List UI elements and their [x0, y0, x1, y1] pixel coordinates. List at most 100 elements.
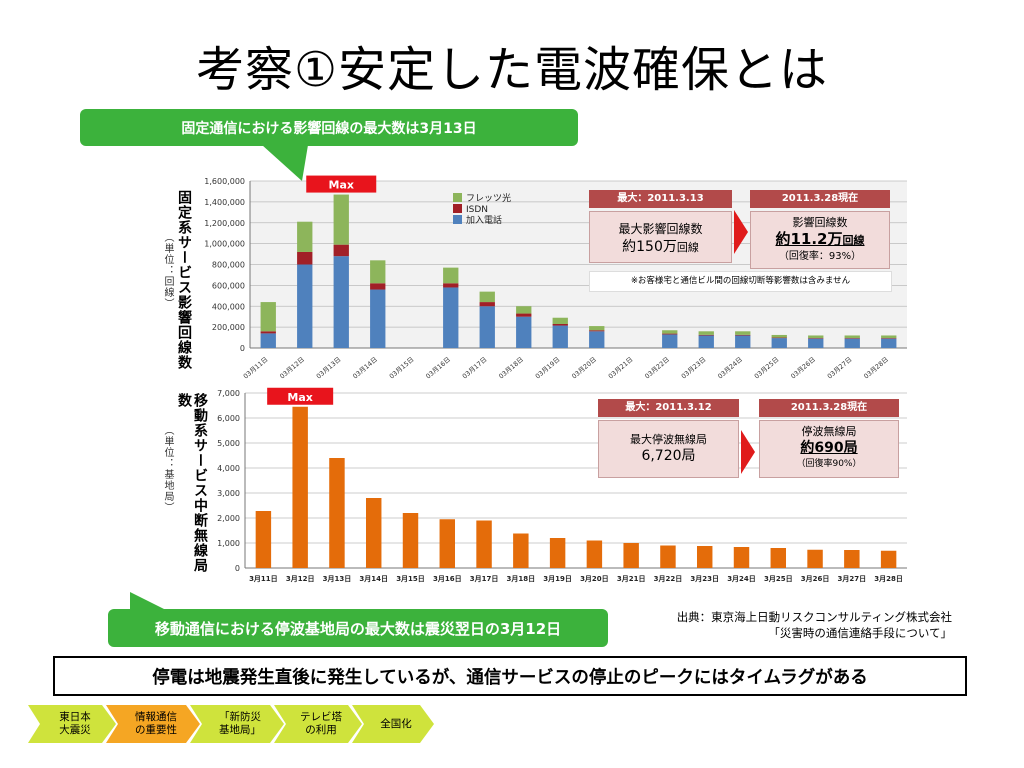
- bar-segment: [771, 338, 787, 348]
- conclusion-text: 停電は地震発生直後に発生しているが、通信サービスの停止のピークにはタイムラグがあ…: [152, 667, 868, 688]
- bar-segment: [552, 325, 568, 348]
- nav-step-3-shape: [190, 705, 284, 743]
- bar-segment: [662, 333, 678, 335]
- chart2-box-right-line3: （回復率90%）: [796, 459, 862, 469]
- bar-segment: [516, 306, 532, 314]
- x-tick-label: 03月23日: [680, 355, 708, 380]
- bar-segment: [881, 335, 897, 339]
- source-citation: 出典：東京海上日動リスクコンサルティング株式会社 「災害時の通信連絡手段について…: [636, 609, 952, 641]
- nav-step-2-label: 情報通信 の重要性: [135, 711, 177, 736]
- x-tick-label: 3月17日: [470, 575, 499, 583]
- x-tick-label: 03月27日: [826, 355, 854, 380]
- x-tick-label: 3月21日: [617, 575, 646, 583]
- bar-segment: [476, 520, 492, 568]
- bar-segment: [479, 306, 495, 348]
- x-tick-label: 3月22日: [654, 575, 683, 583]
- bar-segment: [516, 316, 532, 348]
- chart1-box-right-line3: （回復率：93%）: [778, 251, 862, 262]
- chart1-box-left-body: 最大影響回線数 約150万回線: [589, 211, 732, 263]
- nav-step-4[interactable]: テレビ塔 の利用: [274, 705, 362, 743]
- chart1-box-right-unit: 回線: [842, 234, 865, 247]
- nav-step-5-shape: [352, 705, 434, 743]
- y-tick-label: 400,000: [212, 302, 245, 311]
- nav-step-1-shape: [28, 705, 116, 743]
- y-tick-label: 4,000: [217, 464, 240, 473]
- nav-step-3-label: 「新防災 基地局」: [219, 711, 261, 736]
- x-tick-label: 3月11日: [249, 575, 278, 583]
- bar-segment: [516, 313, 532, 317]
- chart2-box-right-line1: 停波無線局: [801, 425, 857, 438]
- callout-bottom-tail: [130, 592, 170, 612]
- y-tick-label: 1,400,000: [204, 198, 245, 207]
- chart1-box-right-line2: 約11.2万: [775, 230, 843, 248]
- chart1-box-right-line1: 影響回線数: [792, 216, 848, 229]
- bar-segment: [370, 283, 386, 290]
- x-tick-label: 03月17日: [461, 355, 489, 380]
- nav-step-4-label: テレビ塔 の利用: [300, 711, 342, 736]
- x-tick-label: 3月24日: [727, 575, 756, 583]
- nav-step-1[interactable]: 東日本 大震災: [28, 705, 116, 743]
- bar-segment: [586, 540, 603, 568]
- x-tick-label: 3月18日: [507, 575, 536, 583]
- conclusion-box: 停電は地震発生直後に発生しているが、通信サービスの停止のピークにはタイムラグがあ…: [53, 656, 967, 696]
- bar-segment: [479, 302, 495, 307]
- y-tick-label: 0: [240, 344, 245, 353]
- x-tick-label: 03月14日: [351, 355, 379, 380]
- bar-segment: [439, 519, 456, 568]
- bar-segment: [370, 260, 386, 284]
- nav-step-5-label: 全国化: [380, 717, 412, 730]
- nav-step-2[interactable]: 情報通信 の重要性: [106, 705, 200, 743]
- chart1-box-left-unit: 回線: [676, 241, 699, 254]
- chart1-box-left-head: 最大：2011.3.13: [589, 190, 732, 208]
- bar-segment: [698, 335, 714, 348]
- bar-segment: [297, 221, 313, 252]
- bar-segment: [589, 330, 605, 332]
- chart1-box-left: 最大：2011.3.13 最大影響回線数 約150万回線: [589, 190, 732, 263]
- y-tick-label: 200,000: [212, 323, 245, 332]
- x-tick-label: 3月15日: [396, 575, 425, 583]
- x-tick-label: 3月16日: [433, 575, 462, 583]
- x-tick-label: 3月14日: [359, 575, 388, 583]
- x-tick-label: 03月26日: [789, 355, 817, 380]
- chart2-box-left-body: 最大停波無線局 6,720局: [598, 420, 739, 478]
- chart2-box-right: 2011.3.28現在 停波無線局 約690局 （回復率90%）: [759, 399, 899, 478]
- chart1-box-left-line1: 最大影響回線数: [618, 222, 703, 236]
- bar-segment: [402, 513, 419, 568]
- legend-swatch: [453, 193, 462, 202]
- bar-segment: [808, 338, 824, 339]
- bar-segment: [370, 289, 386, 348]
- chart2-ylabel: 移動系サービス中断無線局数: [176, 393, 208, 573]
- bar-segment: [698, 331, 714, 335]
- bar-segment: [808, 335, 824, 339]
- nav-step-5[interactable]: 全国化: [352, 705, 434, 743]
- nav-step-1-label: 東日本 大震災: [59, 711, 91, 736]
- x-tick-label: 3月25日: [764, 575, 793, 583]
- legend-label: フレッツ光: [466, 192, 511, 204]
- bar-segment: [844, 338, 860, 348]
- x-tick-label: 3月28日: [874, 575, 903, 583]
- source-line1: 出典：東京海上日動リスクコンサルティング株式会社: [676, 610, 952, 624]
- bar-segment: [881, 338, 897, 339]
- legend-swatch: [453, 215, 462, 224]
- chart1-ylabel: 固定系サービス影響回線数: [176, 190, 192, 370]
- bar-segment: [443, 267, 459, 284]
- nav-step-4-shape: [274, 705, 362, 743]
- bar-segment: [292, 406, 308, 568]
- bar-segment: [696, 546, 713, 568]
- x-tick-label: 3月23日: [690, 575, 719, 583]
- callout-top-tail: [262, 145, 308, 181]
- legend-swatch: [453, 204, 462, 213]
- chart1-box-left-line2: 約150万: [622, 239, 677, 255]
- legend-label: 加入電話: [466, 214, 502, 226]
- chart2-box-left-head: 最大：2011.3.12: [598, 399, 739, 417]
- x-tick-label: 3月13日: [323, 575, 352, 583]
- bar-segment: [443, 283, 459, 288]
- bar-segment: [552, 323, 568, 326]
- max-badge: [267, 387, 334, 405]
- nav-step-3[interactable]: 「新防災 基地局」: [190, 705, 284, 743]
- bar-segment: [333, 256, 349, 348]
- callout-bottom: 移動通信における停波基地局の最大数は震災翌日の3月12日: [108, 609, 608, 647]
- max-badge-label: Max: [329, 179, 354, 192]
- y-tick-label: 6,000: [217, 414, 240, 423]
- bar-segment: [662, 330, 678, 334]
